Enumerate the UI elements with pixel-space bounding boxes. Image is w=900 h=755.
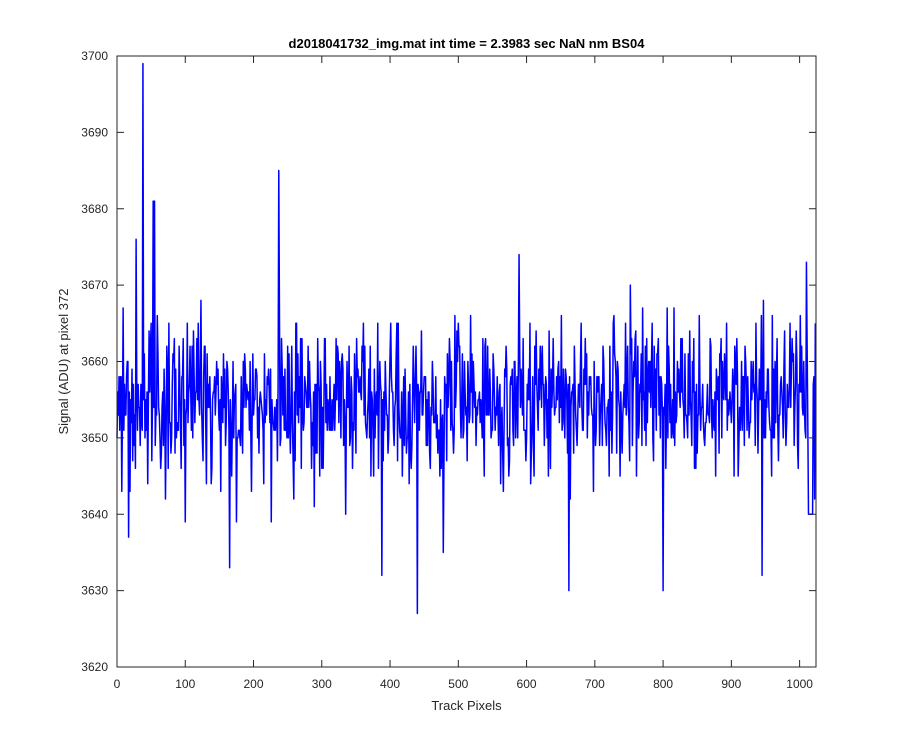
x-tick-label: 400 bbox=[380, 677, 400, 691]
x-tick-label: 500 bbox=[448, 677, 468, 691]
x-tick-label: 900 bbox=[721, 677, 741, 691]
y-tick-label: 3680 bbox=[81, 202, 108, 216]
y-tick-label: 3630 bbox=[81, 584, 108, 598]
x-tick-label: 300 bbox=[312, 677, 332, 691]
x-tick-label: 800 bbox=[653, 677, 673, 691]
y-axis-ticks: 3620 3630 3640 3650 3660 3670 3680 3690 3700 bbox=[81, 49, 816, 674]
x-axis-ticks: 0 100 200 300 400 500 600 700 800 900 1000 bbox=[114, 56, 813, 691]
y-tick-label: 3670 bbox=[81, 278, 108, 292]
x-tick-label: 200 bbox=[244, 677, 264, 691]
x-axis-label: Track Pixels bbox=[431, 698, 502, 713]
y-tick-label: 3690 bbox=[81, 125, 108, 139]
x-tick-label: 0 bbox=[114, 677, 121, 691]
y-tick-label: 3650 bbox=[81, 431, 108, 445]
signal-line bbox=[116, 62, 817, 615]
x-tick-label: 100 bbox=[175, 677, 195, 691]
y-axis-label: Signal (ADU) at pixel 372 bbox=[56, 289, 71, 435]
x-tick-label: 1000 bbox=[786, 677, 813, 691]
y-tick-label: 3640 bbox=[81, 507, 108, 521]
x-tick-label: 700 bbox=[585, 677, 605, 691]
y-tick-label: 3700 bbox=[81, 49, 108, 63]
y-tick-label: 3620 bbox=[81, 660, 108, 674]
signal-layer bbox=[116, 62, 817, 615]
chart-title: d2018041732_img.mat int time = 2.3983 se… bbox=[289, 36, 646, 51]
x-tick-label: 600 bbox=[517, 677, 537, 691]
y-tick-label: 3660 bbox=[81, 355, 108, 369]
